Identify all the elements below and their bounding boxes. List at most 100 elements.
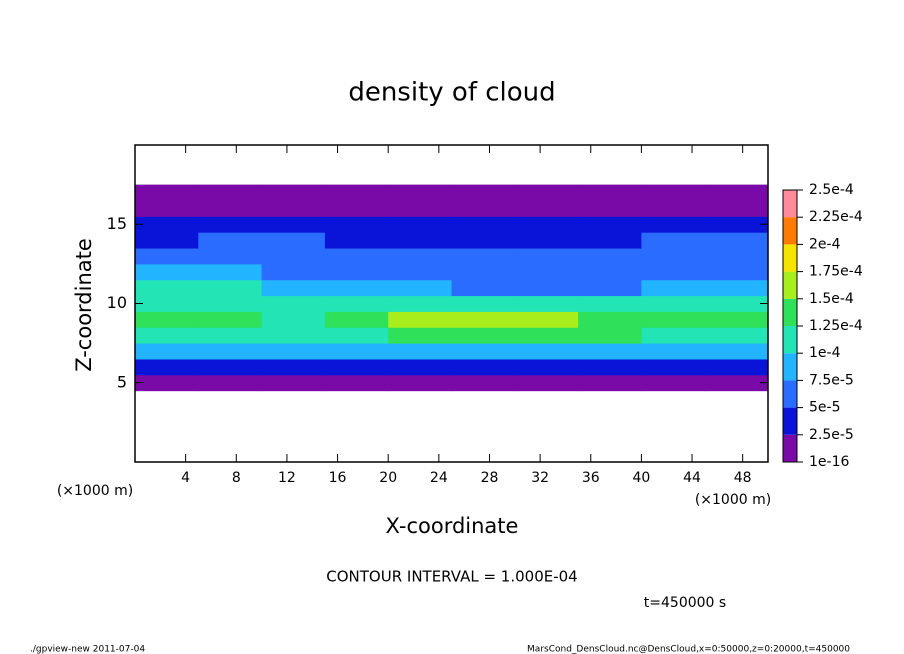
cell bbox=[261, 358, 326, 376]
cell bbox=[641, 358, 706, 376]
cell bbox=[198, 343, 263, 360]
cell bbox=[388, 248, 452, 265]
y-tick-label: 5 bbox=[117, 372, 127, 391]
cell bbox=[198, 216, 263, 233]
colorbar-band bbox=[783, 298, 797, 326]
colorbar-label: 1.25e-4 bbox=[809, 318, 863, 334]
cell bbox=[641, 279, 706, 297]
cell bbox=[324, 358, 389, 376]
cell bbox=[704, 184, 769, 201]
cell bbox=[261, 295, 326, 312]
cell bbox=[324, 374, 389, 392]
cell bbox=[135, 248, 199, 265]
cell bbox=[388, 184, 452, 201]
cell bbox=[641, 216, 706, 233]
cell bbox=[578, 295, 642, 312]
cell bbox=[388, 295, 452, 312]
cell bbox=[261, 279, 326, 297]
cell bbox=[451, 374, 516, 392]
cell bbox=[704, 200, 769, 217]
cell bbox=[388, 200, 452, 217]
colorbar-band bbox=[783, 190, 797, 218]
cell bbox=[135, 263, 199, 281]
cell bbox=[261, 232, 326, 249]
cell bbox=[704, 232, 769, 249]
cell bbox=[578, 358, 642, 376]
cell bbox=[641, 295, 706, 312]
cell bbox=[198, 295, 263, 312]
colorbar-label: 1e-16 bbox=[809, 454, 849, 470]
x-axis-label: X-coordinate bbox=[386, 514, 519, 538]
footer-right: MarsCond_DensCloud.nc@DensCloud,x=0:5000… bbox=[527, 645, 850, 654]
cell bbox=[641, 374, 706, 392]
cell bbox=[514, 343, 579, 360]
cell bbox=[451, 216, 516, 233]
colorbar-label: 2.25e-4 bbox=[809, 209, 863, 225]
x-tick-label: 32 bbox=[531, 470, 549, 486]
cell bbox=[261, 184, 326, 201]
cell bbox=[135, 311, 199, 328]
colorbar-label: 2.5e-4 bbox=[809, 182, 854, 198]
cell bbox=[514, 279, 579, 297]
cell bbox=[451, 343, 516, 360]
colorbar-label: 2e-4 bbox=[809, 236, 841, 252]
cell bbox=[135, 200, 199, 217]
cell bbox=[704, 279, 769, 297]
cell bbox=[388, 343, 452, 360]
colorbar-band bbox=[783, 380, 797, 408]
cell bbox=[578, 232, 642, 249]
cell bbox=[641, 327, 706, 344]
cell bbox=[641, 311, 706, 328]
cell bbox=[388, 374, 452, 392]
cell bbox=[198, 358, 263, 376]
cell bbox=[388, 358, 452, 376]
colorbar-band bbox=[783, 244, 797, 272]
colorbar-band bbox=[783, 434, 797, 462]
x-unit: (×1000 m) bbox=[695, 492, 771, 508]
x-tick-label: 40 bbox=[632, 470, 650, 486]
cell bbox=[261, 263, 326, 281]
cell bbox=[451, 184, 516, 201]
y-tick-label: 15 bbox=[107, 214, 127, 233]
cell bbox=[324, 263, 389, 281]
cell bbox=[451, 200, 516, 217]
cell bbox=[704, 248, 769, 265]
time-label: t=450000 s bbox=[644, 595, 726, 611]
x-tick-label: 4 bbox=[181, 470, 190, 486]
cell bbox=[451, 295, 516, 312]
colorbar-label: 1.5e-4 bbox=[809, 291, 854, 307]
cell bbox=[641, 200, 706, 217]
cell bbox=[135, 295, 199, 312]
cell bbox=[135, 184, 199, 201]
cell bbox=[324, 295, 389, 312]
colorbar-band bbox=[783, 271, 797, 299]
footer-left: ./gpview-new 2011-07-04 bbox=[30, 645, 145, 654]
cell bbox=[198, 327, 263, 344]
cell bbox=[578, 200, 642, 217]
cell bbox=[388, 279, 452, 297]
colorbar-label: 1.75e-4 bbox=[809, 264, 863, 280]
cell bbox=[135, 358, 199, 376]
cell bbox=[578, 216, 642, 233]
cell bbox=[198, 232, 263, 249]
cell bbox=[324, 216, 389, 233]
cell bbox=[514, 184, 579, 201]
cell bbox=[324, 184, 389, 201]
cell bbox=[135, 216, 199, 233]
cell bbox=[198, 248, 263, 265]
cell bbox=[704, 295, 769, 312]
cell bbox=[641, 343, 706, 360]
cell bbox=[704, 343, 769, 360]
cell bbox=[388, 263, 452, 281]
y-unit: (×1000 m) bbox=[57, 483, 133, 499]
colorbar-label: 7.5e-5 bbox=[809, 372, 854, 388]
cell bbox=[135, 279, 199, 297]
cell bbox=[514, 200, 579, 217]
x-tick-label: 44 bbox=[683, 470, 701, 486]
cell bbox=[451, 248, 516, 265]
cell bbox=[198, 311, 263, 328]
cell bbox=[388, 232, 452, 249]
cell bbox=[388, 327, 452, 344]
cell bbox=[704, 263, 769, 281]
